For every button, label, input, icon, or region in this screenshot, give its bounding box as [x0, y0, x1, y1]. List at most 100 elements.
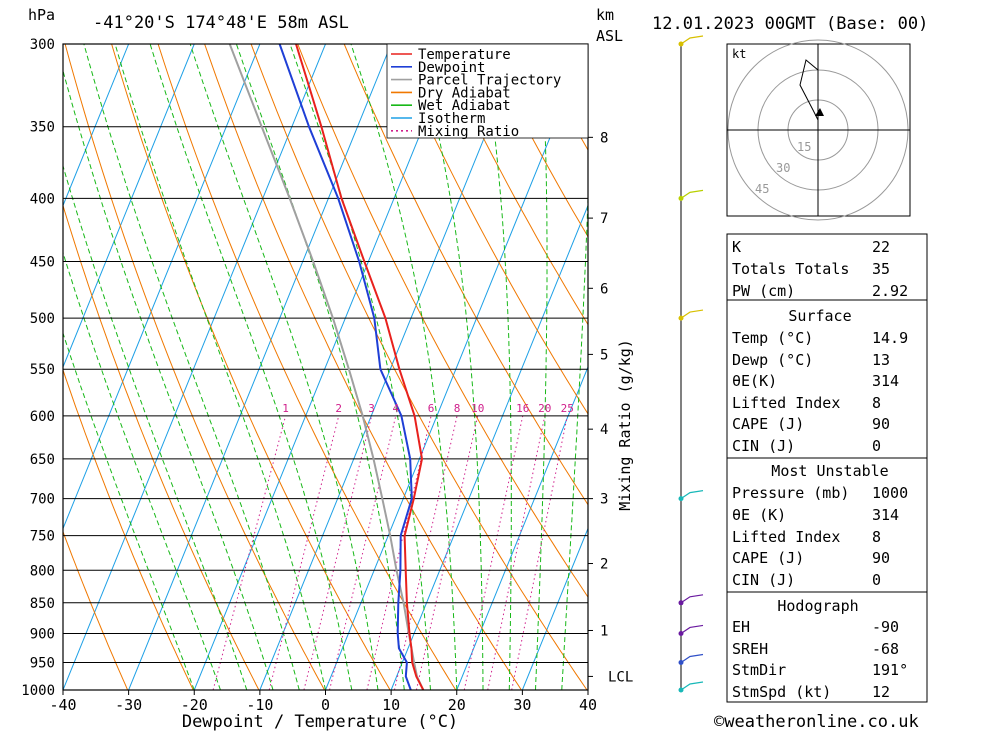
- stmdir-label: StmDir: [732, 661, 786, 679]
- isotherm-line: [521, 527, 588, 690]
- surface-temp-value: 14.9: [872, 329, 908, 347]
- indices-table: K 22 Totals Totals 35 PW (cm) 2.92: [726, 233, 928, 301]
- hpa-axis-label: hPa: [28, 6, 55, 24]
- lcl-label: LCL: [608, 669, 633, 685]
- mu-cape-value: 90: [872, 549, 890, 567]
- legend-label: Temperature: [418, 47, 511, 63]
- isotherm-line: [456, 365, 588, 690]
- mixing-ratio-label: 8: [454, 402, 461, 415]
- hodograph-header: Hodograph: [777, 597, 858, 615]
- wind-barb: [680, 624, 704, 634]
- temperature-line: [295, 44, 425, 690]
- hodograph-table: Hodograph EH -90 SREH -68 StmDir 191° St…: [726, 591, 928, 703]
- pw-label: PW (cm): [732, 282, 795, 300]
- legend-label: Wet Adiabat: [418, 98, 511, 114]
- mixing-ratio-label: 2: [335, 402, 342, 415]
- x-tick-label: 30: [513, 696, 531, 714]
- legend-label: Parcel Trajectory: [418, 73, 561, 89]
- dry-adiabat-line: [157, 44, 457, 690]
- pressure-tick-label: 850: [30, 596, 55, 612]
- mu-theta-label: θE (K): [732, 506, 786, 524]
- wind-barb: [680, 681, 704, 691]
- copyright-text: ©weatheronline.co.uk: [714, 712, 919, 732]
- hodograph-ring-label: 15: [797, 140, 811, 154]
- pressure-tick-label: 950: [30, 655, 55, 671]
- wet-adiabat-line: [561, 184, 588, 690]
- mixing-ratio-label: 20: [538, 402, 551, 415]
- mixing-ratio-line: [366, 415, 432, 690]
- surface-cape-label: CAPE (J): [732, 415, 804, 433]
- pw-value: 2.92: [872, 282, 908, 300]
- mixing-ratio-line: [303, 415, 373, 690]
- mu-li-label: Lifted Index: [732, 528, 840, 546]
- isotherm-line: [128, 44, 392, 690]
- pressure-tick-label: 1000: [21, 683, 55, 699]
- wet-adiabat-line: [416, 44, 484, 690]
- x-tick-label: -20: [181, 696, 208, 714]
- pressure-tick-label: 350: [30, 120, 55, 136]
- surface-temp-label: Temp (°C): [732, 329, 813, 347]
- k-index-value: 22: [872, 238, 890, 256]
- hodograph-ring-label: 45: [755, 182, 769, 196]
- mu-pressure-value: 1000: [872, 484, 908, 502]
- hodograph-trace: [799, 59, 819, 121]
- dry-adiabat-line: [343, 44, 588, 506]
- km-tick-label: 6: [600, 281, 608, 297]
- pressure-tick-label: 400: [30, 191, 55, 207]
- x-tick-label: -40: [49, 696, 76, 714]
- dry-adiabat-line: [902, 44, 1000, 690]
- mixing-ratio-axis-title: Mixing Ratio (g/kg): [616, 339, 634, 511]
- eh-label: EH: [732, 618, 750, 636]
- wet-adiabat-line: [289, 44, 431, 690]
- mixing-ratio-label: 1: [282, 402, 289, 415]
- wet-adiabat-line: [189, 44, 379, 690]
- storm-motion-marker: [815, 108, 824, 116]
- mixing-ratio-label: 4: [392, 402, 399, 415]
- km-label: km: [596, 6, 614, 24]
- mu-cin-label: CIN (J): [732, 571, 795, 589]
- wind-barb: [680, 653, 704, 663]
- mixing-ratio-line: [415, 415, 479, 690]
- pressure-tick-label: 650: [30, 452, 55, 468]
- stmdir-value: 191°: [872, 661, 908, 679]
- dry-adiabat-line: [204, 44, 522, 690]
- mixing-ratio-labels: 1 2 3 4 6 8 10 16 20 25: [282, 402, 574, 415]
- wet-adiabat-line: [350, 44, 458, 690]
- dry-adiabat-line: [436, 44, 588, 326]
- km-tick-label: 5: [600, 347, 608, 363]
- most-unstable-table: Most Unstable Pressure (mb) 1000 θE (K) …: [726, 457, 928, 593]
- wet-adiabat-line: [235, 44, 405, 690]
- mixing-ratio-label: 16: [516, 402, 529, 415]
- totals-totals-label: Totals Totals: [732, 260, 849, 278]
- surface-li-value: 8: [872, 394, 881, 412]
- isotherm-line: [63, 44, 326, 690]
- isotherm-line: [63, 44, 261, 530]
- pressure-tick-label: 550: [30, 362, 55, 378]
- wind-barb: [680, 309, 704, 319]
- sreh-label: SREH: [732, 640, 768, 658]
- x-tick-label: 0: [321, 696, 330, 714]
- km-tick-label: 7: [600, 211, 608, 227]
- legend-label: Dewpoint: [418, 60, 485, 76]
- wind-barb-column: [678, 35, 704, 693]
- mu-cape-label: CAPE (J): [732, 549, 804, 567]
- datetime-label: 12.01.2023 00GMT (Base: 00): [652, 14, 928, 34]
- isotherm-line: [63, 44, 195, 369]
- mixing-ratio-line: [511, 415, 568, 690]
- wet-adiabat-line: [149, 44, 353, 690]
- mixing-ratio-label: 25: [561, 402, 574, 415]
- surface-theta-label: θE(K): [732, 372, 777, 390]
- isotherm-line: [325, 44, 588, 690]
- pressure-tick-label: 750: [30, 529, 55, 545]
- pressure-axis: 300 350 400 450 500 550 600 650 700 750 800 850 900 9…: [21, 37, 55, 699]
- dry-adiabat-line: [390, 44, 588, 415]
- surface-li-label: Lifted Index: [732, 394, 840, 412]
- eh-value: -90: [872, 618, 899, 636]
- x-tick-label: 20: [448, 696, 466, 714]
- pressure-tick-label: 600: [30, 409, 55, 425]
- isotherm-line: [259, 44, 523, 690]
- pressure-tick-label: 800: [30, 563, 55, 579]
- km-tick-label: 4: [600, 422, 608, 438]
- mixing-ratio-line: [268, 415, 340, 690]
